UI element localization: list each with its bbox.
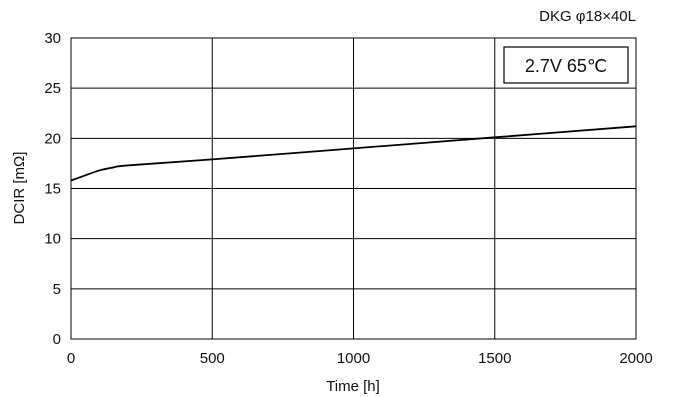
chart-title: DKG φ18×40L	[539, 8, 636, 25]
x-tick-label: 0	[67, 350, 75, 367]
plot-area-frame	[70, 37, 637, 340]
x-axis-label: Time [h]	[326, 378, 380, 395]
series-line	[70, 125, 637, 182]
x-tick-label: 1000	[337, 350, 370, 367]
condition-box-frame	[503, 46, 629, 84]
y-tick-label: 0	[53, 331, 61, 348]
series-group	[70, 125, 637, 182]
x-tick-label: 1500	[478, 350, 511, 367]
x-tick-labels: 0 500 1000 1500 2000	[67, 350, 653, 367]
x-tick-label: 500	[200, 350, 225, 367]
y-tick-label: 30	[44, 30, 61, 47]
y-tick-label: 25	[44, 80, 61, 97]
y-tick-label: 15	[44, 181, 61, 198]
condition-box: 2.7V 65℃	[503, 46, 629, 84]
y-tick-label: 10	[44, 231, 61, 248]
y-axis-label: DCIR [mΩ]	[11, 152, 28, 225]
y-tick-labels: 0 5 10 15 20 25 30	[44, 30, 61, 348]
y-tick-label: 20	[44, 130, 61, 147]
y-tick-label: 5	[53, 281, 61, 298]
x-tick-label: 2000	[619, 350, 652, 367]
condition-label: 2.7V 65℃	[525, 56, 607, 76]
